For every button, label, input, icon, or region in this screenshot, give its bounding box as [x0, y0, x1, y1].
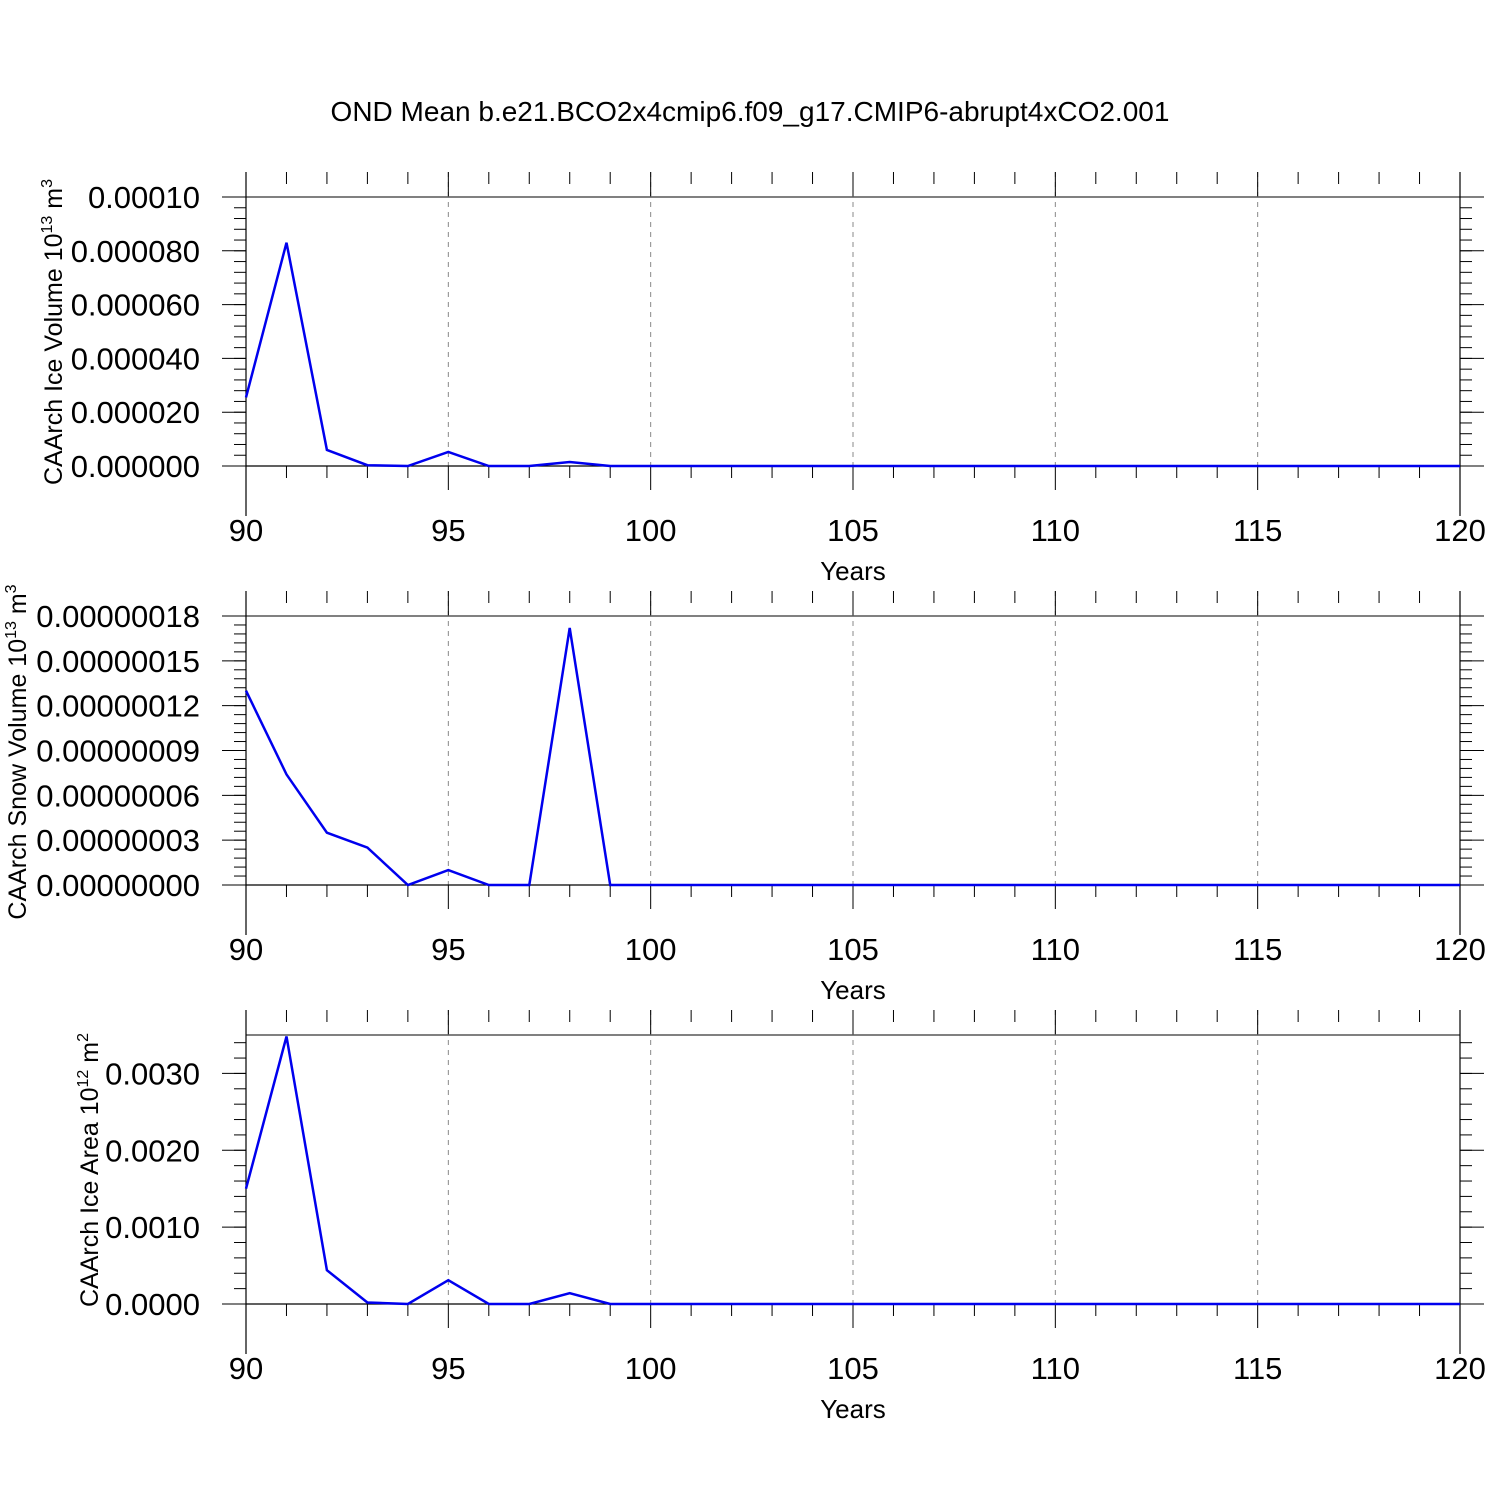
x-tick-label: 120 — [1434, 513, 1486, 548]
x-tick-label: 90 — [229, 513, 263, 548]
y-axis-label: CAArch Ice Area 1012 m2 — [75, 1033, 104, 1307]
x-tick-label: 100 — [625, 513, 677, 548]
y-tick-label: 0.000000 — [71, 449, 200, 484]
x-tick-label: 110 — [1031, 513, 1080, 548]
chart-panel-3: 90 95 100 105 110 115 120 Years 0.0000 0.0010 0.00… — [75, 1010, 1486, 1424]
x-tick-label: 105 — [827, 932, 879, 967]
x-tick-label: 110 — [1031, 1351, 1080, 1386]
x-tick-label: 115 — [1233, 1351, 1282, 1386]
x-tick-label: 95 — [431, 513, 465, 548]
x-tick-label: 120 — [1434, 932, 1486, 967]
y-tick-label: 0.00000012 — [36, 689, 200, 724]
y-tick-label: 0.000020 — [71, 395, 200, 430]
y-tick-label: 0.00000003 — [36, 823, 200, 858]
x-tick-label: 120 — [1434, 1351, 1486, 1386]
x-axis-label: Years — [820, 556, 886, 586]
y-tick-label: 0.000080 — [71, 234, 200, 269]
x-tick-label: 105 — [827, 513, 879, 548]
y-tick-label: 0.0000 — [105, 1287, 200, 1322]
y-tick-label: 0.0010 — [105, 1210, 200, 1245]
y-tick-label: 0.000060 — [71, 288, 200, 323]
x-tick-label: 115 — [1233, 932, 1282, 967]
x-tick-label: 110 — [1031, 932, 1080, 967]
y-tick-label: 0.00000015 — [36, 644, 200, 679]
x-tick-label: 100 — [625, 1351, 677, 1386]
y-tick-label: 0.00010 — [88, 180, 200, 215]
x-tick-label: 100 — [625, 932, 677, 967]
chart-title: OND Mean b.e21.BCO2x4cmip6.f09_g17.CMIP6… — [330, 96, 1170, 127]
y-tick-label: 0.00000006 — [36, 778, 200, 813]
x-tick-label: 90 — [229, 932, 263, 967]
y-tick-label: 0.0020 — [105, 1133, 200, 1168]
series-line — [244, 242, 1460, 468]
y-tick-label: 0.000040 — [71, 341, 200, 376]
x-tick-label: 115 — [1233, 513, 1282, 548]
x-tick-label: 95 — [431, 932, 465, 967]
x-axis-label: Years — [820, 1394, 886, 1424]
x-tick-label: 95 — [431, 1351, 465, 1386]
x-tick-label: 105 — [827, 1351, 879, 1386]
x-axis-label: Years — [820, 975, 886, 1005]
y-tick-label: 0.00000018 — [36, 599, 200, 634]
y-tick-label: 0.00000000 — [36, 868, 200, 903]
chart-panel-1: 90 95 100 105 110 115 120 Years 0.000000 0.000020… — [39, 172, 1486, 586]
chart-panel-2: 90 95 100 105 110 115 120 Years 0.00000000 0.0000… — [3, 584, 1486, 1005]
y-tick-label: 0.00000009 — [36, 734, 200, 769]
series-line — [244, 1036, 1460, 1306]
y-tick-label: 0.0030 — [105, 1056, 200, 1091]
y-axis-label: CAArch Snow Volume 1013 m3 — [3, 584, 32, 919]
y-axis-label: CAArch Ice Volume 1013 m3 — [39, 179, 68, 485]
x-tick-label: 90 — [229, 1351, 263, 1386]
series-line — [244, 627, 1460, 887]
